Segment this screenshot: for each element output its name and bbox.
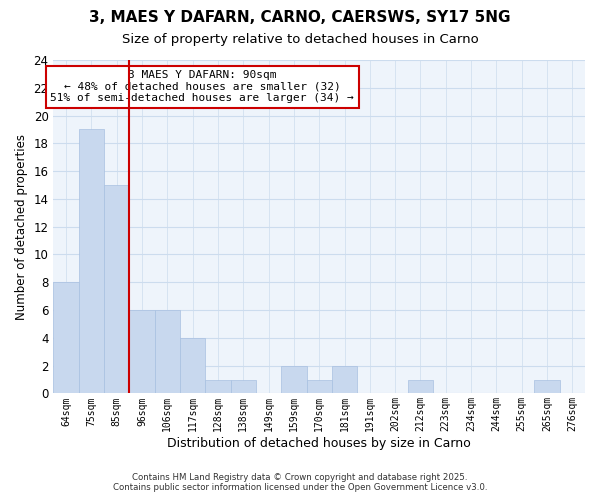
Bar bbox=[79, 130, 104, 394]
Bar bbox=[332, 366, 357, 394]
Bar bbox=[180, 338, 205, 394]
Bar bbox=[408, 380, 433, 394]
Text: 3, MAES Y DAFARN, CARNO, CAERSWS, SY17 5NG: 3, MAES Y DAFARN, CARNO, CAERSWS, SY17 5… bbox=[89, 10, 511, 25]
Bar bbox=[53, 282, 79, 394]
Text: 3 MAES Y DAFARN: 90sqm
← 48% of detached houses are smaller (32)
51% of semi-det: 3 MAES Y DAFARN: 90sqm ← 48% of detached… bbox=[50, 70, 354, 103]
X-axis label: Distribution of detached houses by size in Carno: Distribution of detached houses by size … bbox=[167, 437, 471, 450]
Bar bbox=[230, 380, 256, 394]
Bar bbox=[205, 380, 230, 394]
Text: Contains HM Land Registry data © Crown copyright and database right 2025.
Contai: Contains HM Land Registry data © Crown c… bbox=[113, 473, 487, 492]
Bar bbox=[535, 380, 560, 394]
Bar bbox=[281, 366, 307, 394]
Y-axis label: Number of detached properties: Number of detached properties bbox=[15, 134, 28, 320]
Bar bbox=[155, 310, 180, 394]
Bar bbox=[104, 185, 130, 394]
Bar bbox=[130, 310, 155, 394]
Text: Size of property relative to detached houses in Carno: Size of property relative to detached ho… bbox=[122, 32, 478, 46]
Bar bbox=[307, 380, 332, 394]
